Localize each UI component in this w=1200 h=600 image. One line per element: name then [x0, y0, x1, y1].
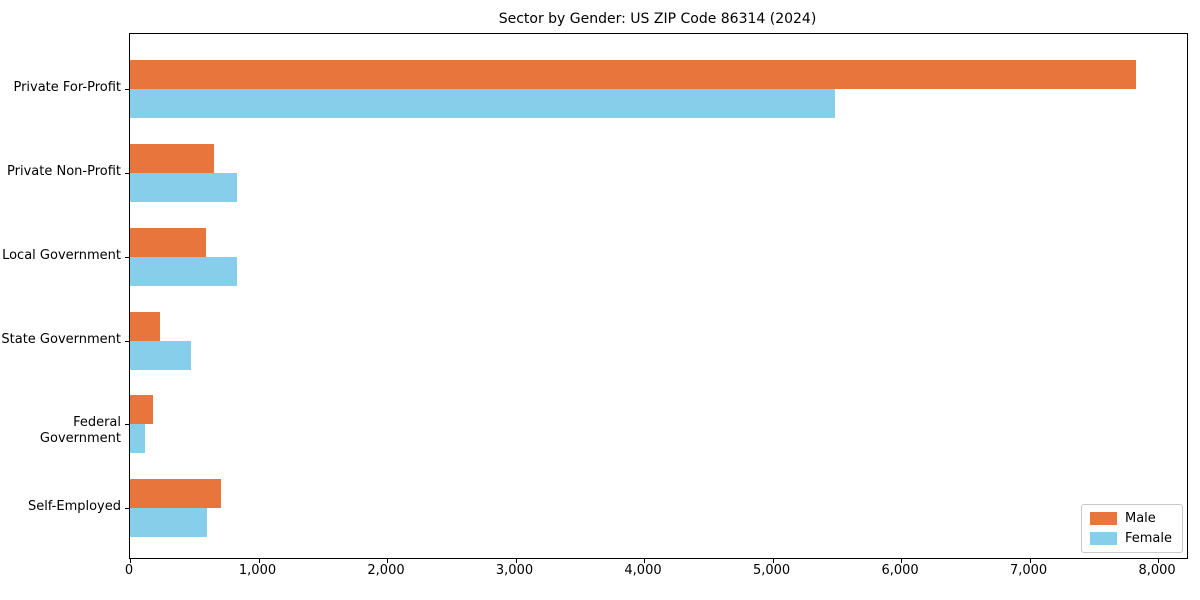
- x-tick-label-4000: 4,000: [624, 563, 662, 578]
- female-legend-label: Female: [1124, 531, 1172, 546]
- x-tick-label-3000: 3,000: [495, 563, 534, 578]
- legend: Male Female: [1080, 504, 1183, 553]
- bar-male-state-government: [130, 311, 160, 341]
- bar-male-private-for-profit: [130, 59, 1137, 89]
- category-label-private-for-profit: Private For-Profit: [13, 79, 121, 95]
- bar-male-local-government: [130, 227, 206, 257]
- x-tick-label-1000: 1,000: [238, 563, 277, 578]
- female-legend-swatch: [1089, 532, 1117, 545]
- x-tick-mark: [644, 559, 645, 563]
- y-tick-mark: [125, 340, 129, 342]
- chart-title: Sector by Gender: US ZIP Code 86314 (202…: [498, 11, 817, 27]
- x-tick-label-0: 0: [124, 563, 134, 578]
- x-tick-mark: [1158, 559, 1160, 563]
- bar-female-private-non-profit: [130, 172, 238, 202]
- y-tick-mark: [125, 88, 129, 90]
- bar-female-self-employed: [130, 508, 208, 538]
- x-tick-mark: [901, 559, 903, 563]
- legend-entry-female: Female: [1089, 531, 1172, 546]
- x-tick-label-7000: 7,000: [1009, 563, 1048, 578]
- bar-male-federal-government: [130, 395, 154, 425]
- male-legend-label: Male: [1124, 511, 1156, 526]
- category-label-private-non-profit: Private Non-Profit: [7, 163, 121, 179]
- x-tick-label-5000: 5,000: [752, 563, 791, 578]
- bar-female-state-government: [130, 340, 191, 370]
- bar-female-federal-government: [130, 424, 146, 454]
- bar-male-self-employed: [130, 479, 221, 509]
- legend-entry-male: Male: [1089, 511, 1172, 526]
- category-label-self-employed: Self-Employed: [27, 499, 121, 515]
- x-tick-mark: [258, 559, 260, 563]
- x-tick-mark: [1029, 559, 1031, 563]
- category-label-local-government: Local Government: [2, 247, 121, 263]
- x-tick-label-6000: 6,000: [881, 563, 919, 578]
- x-tick-mark: [772, 559, 774, 563]
- bar-female-private-for-profit: [130, 88, 835, 118]
- x-tick-label-8000: 8,000: [1138, 563, 1176, 578]
- x-tick-label-2000: 2,000: [367, 563, 405, 578]
- plot-area: Male Female: [125, 33, 1188, 563]
- y-tick-mark: [125, 508, 129, 510]
- male-legend-swatch: [1089, 512, 1117, 525]
- y-tick-mark: [125, 172, 129, 174]
- y-tick-mark: [125, 424, 129, 426]
- x-tick-mark: [130, 559, 131, 563]
- x-tick-mark: [515, 559, 517, 563]
- y-tick-mark: [125, 256, 129, 258]
- bar-female-local-government: [130, 256, 238, 286]
- category-label-federal-government: Federal Government: [39, 415, 121, 447]
- bar-male-private-non-profit: [130, 143, 214, 173]
- x-tick-mark: [387, 559, 388, 563]
- category-label-state-government: State Government: [1, 331, 121, 347]
